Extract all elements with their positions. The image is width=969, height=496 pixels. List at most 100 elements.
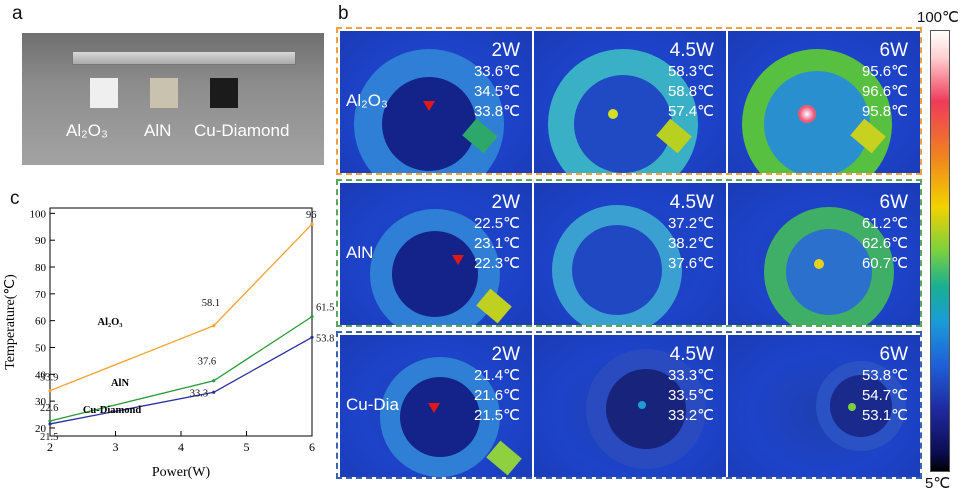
data-label: 37.6 — [198, 357, 216, 368]
y-tick-label: 50 — [35, 342, 47, 354]
temp-value: 58.8℃ — [667, 83, 714, 100]
heater-center — [574, 75, 672, 173]
temp-value: 95.8℃ — [861, 103, 908, 120]
temp-value: 33.3℃ — [667, 367, 714, 384]
temp-value: 34.5℃ — [473, 83, 520, 100]
temp-value: 21.6℃ — [473, 387, 520, 404]
x-axis-label: Power(W) — [152, 465, 211, 480]
temperature-power-chart: 20 30 40 50 60 70 80 90 100 2 3 4 5 6 Power(W) Temperat… — [3, 207, 334, 480]
heater-center — [400, 377, 480, 457]
data-point — [48, 419, 52, 423]
power-label: 6W — [879, 344, 909, 365]
y-tick-label: 80 — [35, 262, 47, 274]
thermal-cell: AlN 2W 22.5℃ 23.1℃ 22.3℃ — [340, 183, 532, 325]
series-line — [49, 223, 313, 392]
data-label: 21.5 — [40, 432, 58, 443]
temp-value: 33.5℃ — [667, 387, 714, 404]
data-point — [212, 390, 216, 394]
data-point — [310, 222, 314, 226]
temp-value: 58.3℃ — [667, 63, 714, 80]
ruler — [72, 51, 296, 65]
plot-frame — [49, 207, 313, 437]
sample-cudiamond-plate — [210, 78, 238, 108]
thermal-image-grid: Al₂O₃ 2W 33.6℃ 34.5℃ 33.8℃ 4.5W 58.3℃ 58… — [336, 27, 922, 479]
panel-label-a: a — [12, 3, 23, 24]
temp-value: 37.2℃ — [667, 215, 714, 232]
power-label: 4.5W — [669, 192, 714, 213]
temp-value: 37.6℃ — [667, 255, 714, 272]
thermal-cell: 4.5W 33.3℃ 33.5℃ 33.2℃ — [534, 335, 726, 477]
temp-value: 22.3℃ — [473, 255, 520, 272]
temp-value: 22.5℃ — [473, 215, 520, 232]
x-tick-label: 2 — [47, 440, 53, 454]
material-label: AlN — [346, 243, 374, 262]
data-label: 33.3 — [190, 388, 208, 399]
sample-al2o3-plate — [90, 78, 118, 108]
thermal-cell: 4.5W 37.2℃ 38.2℃ 37.6℃ — [534, 183, 726, 325]
sample-label-aln: AlN — [144, 121, 172, 140]
x-tick-label: 4 — [178, 440, 184, 454]
x-tick-label: 3 — [113, 440, 119, 454]
group-aln: AlN 2W 22.5℃ 23.1℃ 22.3℃ 4.5W 37.2℃ 38.2… — [336, 179, 922, 327]
sample-label-cudiamond: Cu-Diamond — [194, 121, 290, 140]
temp-value: 33.2℃ — [667, 407, 714, 424]
material-label: Al₂O₃ — [346, 91, 388, 110]
heater-center — [392, 231, 478, 317]
thermal-cell: 4.5W 58.3℃ 58.8℃ 57.4℃ — [534, 31, 726, 173]
temp-value: 95.6℃ — [861, 63, 908, 80]
thermal-cell: Cu-Dia 2W 21.4℃ 21.6℃ 21.5℃ — [340, 335, 532, 477]
temp-value: 54.7℃ — [861, 387, 908, 404]
panel-label-b: b — [338, 3, 349, 24]
power-label: 4.5W — [669, 40, 714, 61]
colorbar-min-label: 5℃ — [925, 475, 951, 492]
series-name-label: Cu-Diamond — [83, 405, 142, 416]
data-point — [310, 315, 314, 319]
hotspot — [608, 109, 618, 119]
y-axis-label: Temperature(℃) — [3, 274, 18, 370]
x-tick-label: 5 — [244, 440, 250, 454]
thermal-cell: 6W 61.2℃ 62.6℃ 60.7℃ — [728, 183, 920, 325]
marker-triangle — [452, 255, 464, 265]
temp-value: 38.2℃ — [667, 235, 714, 252]
y-tick-label: 40 — [35, 369, 47, 381]
data-label: 58.1 — [202, 298, 220, 309]
hotspot — [798, 105, 816, 123]
temp-value: 62.6℃ — [861, 235, 908, 252]
power-label: 2W — [491, 344, 521, 365]
thermal-cell: Al₂O₃ 2W 33.6℃ 34.5℃ 33.8℃ — [340, 31, 532, 173]
marker-triangle — [423, 101, 435, 111]
sample-label-al2o3: Al₂O₃ — [66, 121, 108, 140]
thermal-cell: 6W 53.8℃ 54.7℃ 53.1℃ — [728, 335, 920, 477]
power-label: 2W — [491, 40, 521, 61]
data-label: 53.8 — [316, 333, 334, 344]
temp-readout: 4.5W 37.2℃ 38.2℃ 37.6℃ — [668, 193, 714, 274]
group-al2o3: Al₂O₃ 2W 33.6℃ 34.5℃ 33.8℃ 4.5W 58.3℃ 58… — [336, 27, 922, 175]
series-name-label: Al₂O₃ — [98, 317, 123, 328]
temp-value: 53.8℃ — [861, 367, 908, 384]
temp-value: 96.6℃ — [861, 83, 908, 100]
y-tick-label: 20 — [35, 423, 47, 435]
sample-photo: Al₂O₃ AlN Cu-Diamond — [22, 33, 324, 165]
temp-readout: 2W 22.5℃ 23.1℃ 22.3℃ — [474, 193, 520, 274]
temp-readout: 6W 53.8℃ 54.7℃ 53.1℃ — [862, 345, 908, 426]
data-point — [212, 324, 216, 328]
series-name-label: AlN — [111, 378, 130, 389]
temp-readout: 6W 61.2℃ 62.6℃ 60.7℃ — [862, 193, 908, 274]
data-label: 61.5 — [316, 303, 334, 314]
thermal-cell: 6W 95.6℃ 96.6℃ 95.8℃ — [728, 31, 920, 173]
y-tick-label: 30 — [35, 396, 47, 408]
temp-readout: 6W 95.6℃ 96.6℃ 95.8℃ — [862, 41, 908, 122]
temp-readout: 2W 33.6℃ 34.5℃ 33.8℃ — [474, 41, 520, 122]
temp-value: 61.2℃ — [861, 215, 908, 232]
data-point — [212, 379, 216, 383]
power-label: 2W — [491, 192, 521, 213]
power-label: 6W — [879, 192, 909, 213]
marker-triangle — [428, 403, 440, 413]
colorbar-max-label: 100℃ — [917, 9, 959, 26]
y-tick-label: 90 — [35, 235, 47, 247]
temp-value: 33.6℃ — [473, 63, 520, 80]
hotspot — [638, 401, 646, 409]
group-cudiamond: Cu-Dia 2W 21.4℃ 21.6℃ 21.5℃ 4.5W 33.3℃ 3… — [336, 331, 922, 479]
temp-readout: 2W 21.4℃ 21.6℃ 21.5℃ — [474, 345, 520, 426]
x-tick-label: 6 — [309, 440, 315, 454]
